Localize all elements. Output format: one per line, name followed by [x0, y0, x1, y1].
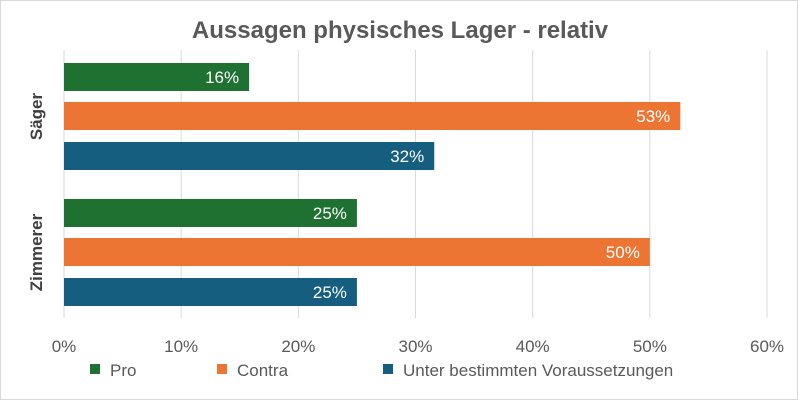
- data-label: 50%: [606, 243, 640, 262]
- data-label: 32%: [390, 147, 424, 166]
- x-tick-label: 10%: [164, 337, 198, 356]
- data-label: 53%: [636, 107, 670, 126]
- x-tick-label: 30%: [398, 337, 432, 356]
- gridlines: [63, 50, 768, 318]
- data-label: 25%: [313, 204, 347, 223]
- chart-title: Aussagen physisches Lager - relativ: [192, 17, 609, 44]
- legend-swatch: [90, 364, 100, 374]
- legend-label: Contra: [237, 361, 289, 380]
- bars: 16% 53% 32% 25% 50% 25%: [64, 63, 681, 306]
- legend-swatch: [383, 364, 393, 374]
- category-label: Zimmerer: [27, 213, 46, 291]
- category-labels: Säger Zimmerer: [27, 92, 46, 291]
- x-axis-ticks: 0% 10% 20% 30% 40% 50% 60%: [52, 337, 784, 356]
- bar-pro-0: [64, 63, 250, 91]
- x-tick-label: 50%: [633, 337, 667, 356]
- category-label: Säger: [27, 92, 46, 140]
- x-tick-label: 60%: [750, 337, 784, 356]
- data-label: 25%: [313, 283, 347, 302]
- legend-swatch: [217, 364, 227, 374]
- x-tick-label: 40%: [516, 337, 550, 356]
- bar-contra-0: [64, 102, 681, 130]
- x-tick-label: 20%: [281, 337, 315, 356]
- x-tick-label: 0%: [52, 337, 77, 356]
- legend-label: Pro: [110, 361, 136, 380]
- legend: Pro Contra Unter bestimmten Voraussetzunge…: [90, 361, 673, 380]
- legend-label: Unter bestimmten Voraussetzungen: [403, 361, 673, 380]
- bar-contra-1: [64, 238, 650, 266]
- bar-pro-1: [64, 199, 357, 227]
- data-label: 16%: [205, 68, 239, 87]
- bar-unter-bestimmten-voraussetzungen-1: [64, 278, 357, 306]
- bar-unter-bestimmten-voraussetzungen-0: [64, 142, 435, 170]
